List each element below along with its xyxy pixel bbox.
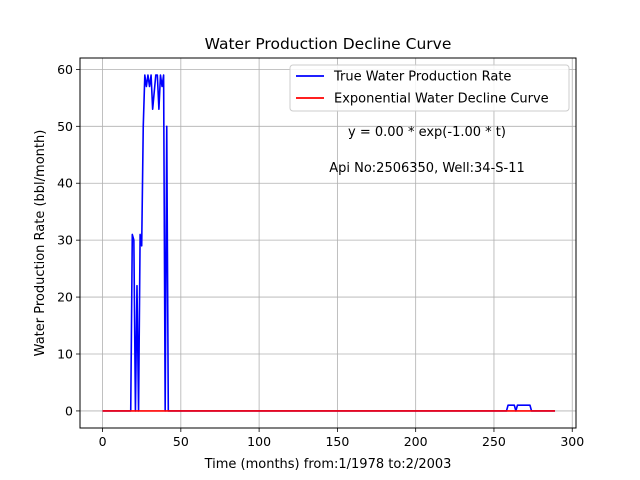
y-tick-label: 10 [57, 347, 73, 362]
y-tick-label: 40 [57, 176, 73, 191]
x-tick-label: 50 [173, 434, 189, 449]
y-tick-label: 0 [65, 403, 73, 418]
x-tick-label: 100 [247, 434, 271, 449]
series-layer [102, 74, 556, 412]
x-tick-label: 200 [404, 434, 428, 449]
x-tick-label: 150 [325, 434, 349, 449]
equation-annotation: y = 0.00 * exp(-1.00 * t) [348, 125, 506, 140]
plot-frame [79, 57, 577, 429]
series-line-true-rate [102, 74, 556, 412]
chart-title: Water Production Decline Curve [205, 35, 452, 53]
y-axis-label: Water Production Rate (bbl/month) [33, 130, 48, 357]
legend-label-exponential: Exponential Water Decline Curve [334, 92, 549, 107]
x-tick-label: 0 [99, 434, 107, 449]
y-tick-label: 20 [57, 290, 73, 305]
x-tick-label: 300 [560, 434, 584, 449]
x-tick-label: 250 [482, 434, 506, 449]
y-tick-label: 60 [57, 62, 73, 77]
legend-label-true-rate: True Water Production Rate [333, 70, 511, 85]
x-axis-label: Time (months) from:1/1978 to:2/2003 [204, 457, 452, 472]
y-tick-label: 50 [57, 119, 73, 134]
axis-ticks: 0 50 100 150 200 250 300 0 10 20 30 40 50 60 [57, 62, 584, 449]
legend: True Water Production Rate Exponential W… [289, 64, 570, 112]
legend-box [289, 64, 570, 112]
y-tick-label: 30 [57, 233, 73, 248]
well-annotation: Api No:2506350, Well:34-S-11 [329, 161, 525, 176]
